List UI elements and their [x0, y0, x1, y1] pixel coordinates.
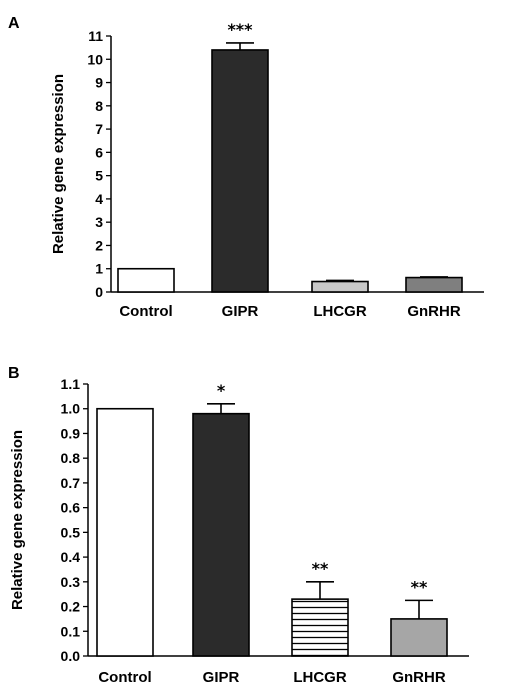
- y-tick-label: 9: [95, 75, 103, 91]
- significance-label: *: [217, 381, 226, 400]
- y-tick-label: 8: [95, 98, 103, 114]
- bar-control: [117, 267, 175, 293]
- bar-lhcgr: [311, 280, 369, 293]
- y-tick-label: 0.5: [61, 524, 81, 540]
- panel-letter: A: [8, 15, 20, 32]
- category-label: LHCGR: [313, 303, 366, 320]
- significance-label: **: [312, 559, 329, 578]
- significance-label: ***: [227, 20, 253, 39]
- category-label: GnRHR: [407, 303, 460, 320]
- significance-label: **: [411, 577, 428, 596]
- y-tick-label: 11: [88, 28, 103, 44]
- chart-panel-b: B Relative gene expression 0.0 0.1 0.2 0.3 0.4…: [8, 365, 469, 686]
- category-label: Control: [98, 669, 151, 686]
- category-label: GnRHR: [392, 669, 445, 686]
- bar-gipr: [211, 49, 269, 293]
- y-tick-label: 0: [95, 284, 103, 300]
- y-axis-label: Relative gene expression: [50, 74, 67, 254]
- y-tick-label: 0.2: [61, 599, 81, 615]
- y-tick-label: 0.7: [61, 475, 81, 491]
- y-tick-label: 7: [95, 121, 103, 137]
- bar-lhcgr: [291, 598, 349, 657]
- y-tick-label: 0.0: [61, 648, 81, 664]
- y-tick-label: 6: [95, 144, 103, 160]
- y-tick-label: 1.0: [61, 401, 81, 417]
- bar-gnrhr: [405, 276, 463, 293]
- y-tick-label: 0.3: [61, 574, 81, 590]
- bar-gipr: [192, 412, 250, 657]
- y-tick-label: 0.4: [61, 549, 81, 565]
- panel-letter: B: [8, 365, 20, 382]
- bar-control: [96, 407, 154, 657]
- y-tick-label: 0.9: [61, 425, 81, 441]
- y-tick-label: 2: [95, 237, 103, 253]
- y-tick-label: 4: [95, 191, 103, 207]
- y-tick-label: 10: [87, 51, 103, 67]
- y-tick-label: 0.1: [61, 623, 81, 639]
- category-label: GIPR: [222, 303, 259, 320]
- y-tick-label: 1.1: [61, 376, 81, 392]
- y-tick-label: 3: [95, 214, 103, 230]
- y-tick-label: 5: [95, 168, 103, 184]
- category-label: LHCGR: [293, 669, 346, 686]
- bar-gnrhr: [390, 618, 448, 657]
- y-tick-label: 0.6: [61, 500, 81, 516]
- y-tick-label: 0.8: [61, 450, 81, 466]
- category-label: Control: [119, 303, 172, 320]
- category-label: GIPR: [203, 669, 240, 686]
- y-tick-label: 1: [95, 261, 103, 277]
- chart-panel-a: A Relative gene expression 0 1 2 3 4 5 6 7 8 9 10 11 C…: [8, 15, 484, 320]
- y-axis-label: Relative gene expression: [9, 430, 26, 610]
